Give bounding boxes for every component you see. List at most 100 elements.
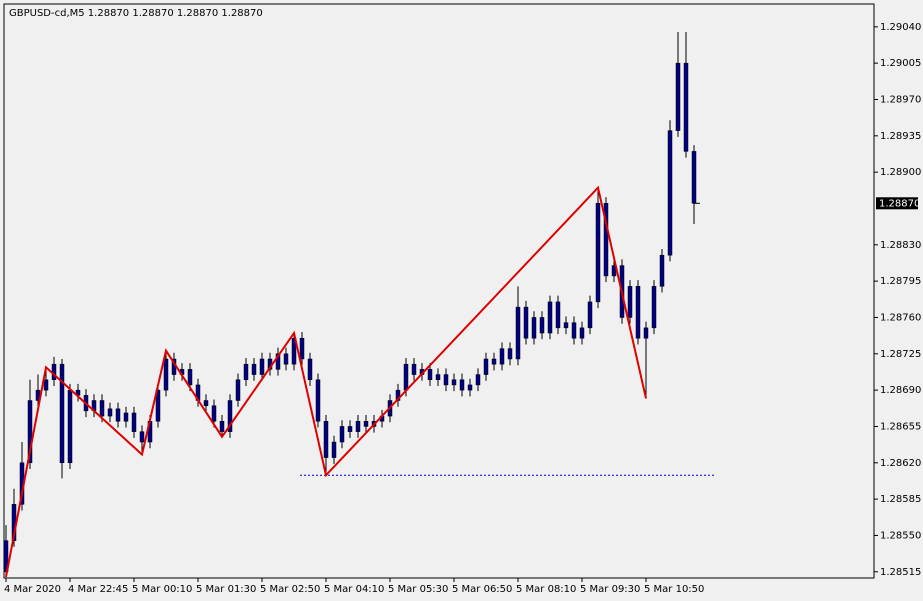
- candle-body: [211, 405, 217, 422]
- candle-body: [563, 322, 569, 329]
- candle-body: [339, 426, 345, 443]
- x-tick-label: 5 Mar 10:50: [644, 584, 704, 595]
- candle-body: [491, 358, 497, 365]
- candle-body: [67, 389, 73, 464]
- y-tick-label: 1.28585: [880, 494, 921, 505]
- candle-body: [595, 203, 601, 303]
- candle-body: [347, 426, 353, 432]
- candle-body: [363, 421, 369, 427]
- candle-body: [659, 254, 665, 287]
- plot-frame: [3, 3, 875, 579]
- candle-body: [115, 408, 121, 422]
- candle-body: [251, 363, 257, 375]
- candle-body: [603, 203, 609, 277]
- candle-body: [627, 286, 633, 318]
- candle-body: [507, 348, 513, 360]
- candle-body: [547, 301, 553, 334]
- candle-body: [275, 353, 281, 370]
- y-tick-label: 1.28900: [880, 167, 921, 178]
- candle-body: [259, 358, 265, 375]
- candle-body: [315, 379, 321, 422]
- candle-body: [483, 358, 489, 375]
- candle-body: [427, 369, 433, 380]
- y-tick-label: 1.28970: [880, 94, 921, 105]
- y-tick-label: 1.28830: [880, 240, 921, 251]
- candle-body: [291, 337, 297, 365]
- chart-title: GBPUSD-cd,M5 1.28870 1.28870 1.28870 1.2…: [9, 8, 263, 19]
- candle-body: [667, 130, 673, 256]
- x-tick-label: 5 Mar 04:10: [324, 584, 384, 595]
- candle-body: [443, 374, 449, 386]
- candle-body: [139, 431, 145, 443]
- y-tick-label: 1.28935: [880, 131, 921, 142]
- candle-body: [467, 384, 473, 391]
- current-price-label: 1.28870: [879, 198, 920, 209]
- x-tick-label: 5 Mar 02:50: [260, 584, 320, 595]
- candle-body: [227, 400, 233, 432]
- candle-body: [475, 374, 481, 386]
- candle-body: [515, 306, 521, 360]
- candle-body: [59, 363, 65, 464]
- y-tick-label: 1.28550: [880, 530, 921, 541]
- candle-body: [307, 358, 313, 380]
- candle-body: [163, 358, 169, 391]
- zigzag-line: [5, 185, 647, 578]
- candle-body: [283, 353, 289, 365]
- candle-body: [43, 379, 49, 391]
- candle-body: [675, 62, 681, 131]
- x-tick-label: 5 Mar 09:30: [580, 584, 640, 595]
- candle-body: [523, 306, 529, 339]
- candle-body: [123, 412, 129, 422]
- candle-body: [451, 379, 457, 386]
- candle-body: [235, 379, 241, 401]
- candle-body: [571, 322, 577, 339]
- candle-body: [651, 286, 657, 329]
- candle-body: [579, 327, 585, 339]
- y-tick-label: 1.28515: [880, 567, 921, 578]
- candle-body: [587, 301, 593, 329]
- candle-body: [99, 400, 105, 417]
- x-tick-label: 4 Mar 22:45: [68, 584, 128, 595]
- current-price-box: [876, 197, 918, 210]
- y-tick-label: 1.29005: [880, 58, 921, 69]
- candle-body: [355, 421, 361, 432]
- x-tick-label: 4 Mar 2020: [4, 584, 61, 595]
- candle-body: [107, 408, 113, 417]
- y-tick-label: 1.28690: [880, 385, 921, 396]
- y-tick-label: 1.28795: [880, 276, 921, 287]
- y-tick-label: 1.28655: [880, 421, 921, 432]
- candle-body: [323, 421, 329, 458]
- candle-body: [219, 421, 225, 432]
- candle-body: [155, 389, 161, 422]
- candle-body: [643, 327, 649, 339]
- x-tick-label: 5 Mar 06:50: [452, 584, 512, 595]
- candle-body: [131, 412, 137, 432]
- x-tick-label: 5 Mar 00:10: [132, 584, 192, 595]
- candle-body: [331, 441, 337, 458]
- y-tick-label: 1.28620: [880, 458, 921, 469]
- candle-body: [459, 379, 465, 391]
- candle-body: [691, 151, 697, 204]
- x-tick-label: 5 Mar 08:10: [516, 584, 576, 595]
- x-tick-label: 5 Mar 05:30: [388, 584, 448, 595]
- candle-body: [203, 400, 209, 406]
- candle-body: [539, 317, 545, 334]
- x-tick-label: 5 Mar 01:30: [196, 584, 256, 595]
- candle-body: [555, 301, 561, 329]
- candle-body: [403, 363, 409, 391]
- candle-body: [435, 374, 441, 380]
- candle-body: [27, 400, 33, 464]
- candle-body: [187, 369, 193, 386]
- candle-body: [635, 286, 641, 339]
- candle-body: [531, 317, 537, 339]
- candle-body: [411, 363, 417, 375]
- y-tick-label: 1.29040: [880, 22, 921, 33]
- candle-body: [299, 337, 305, 360]
- y-tick-label: 1.28725: [880, 349, 921, 360]
- candle-body: [243, 363, 249, 380]
- candle-body: [683, 62, 689, 152]
- candle-body: [499, 348, 505, 365]
- y-tick-label: 1.28760: [880, 312, 921, 323]
